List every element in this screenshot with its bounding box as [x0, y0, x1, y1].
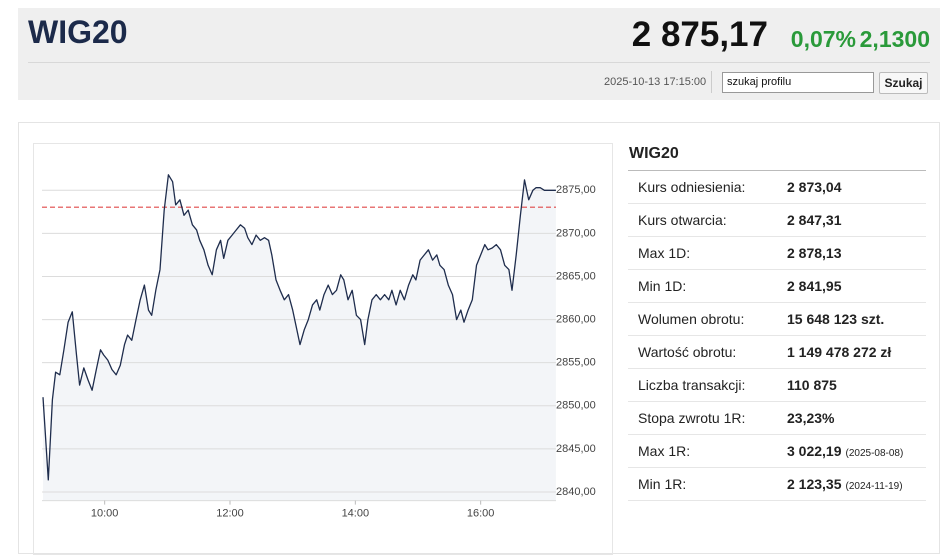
row-value: 1 149 478 272 zł [787, 344, 891, 360]
price: 2 875,17 [631, 15, 768, 54]
value-text: 2 123,35 [787, 476, 842, 492]
row-value: 23,23% [787, 410, 834, 426]
search-input[interactable]: szukaj profilu [722, 72, 874, 93]
y-tick-label: 2875,00 [556, 184, 596, 196]
table-row: Wartość obrotu: 1 149 478 272 zł [628, 336, 926, 369]
datetime: 2025-10-13 17:15:00 [604, 76, 707, 88]
x-tick-label: 16:00 [467, 508, 495, 520]
row-label: Kurs otwarcia: [638, 212, 727, 228]
row-label: Min 1R: [638, 476, 687, 492]
row-value: 2 123,35 (2024-11-19) [787, 476, 903, 492]
row-value: 2 878,13 [787, 245, 842, 261]
separator [711, 71, 712, 93]
row-label: Wartość obrotu: [638, 344, 737, 360]
x-tick-label: 12:00 [216, 508, 244, 520]
table-row: Max 1D: 2 878,13 [628, 237, 926, 270]
y-tick-label: 2840,00 [556, 486, 596, 498]
area [43, 174, 556, 501]
table-row: Stopa zwrotu 1R: 23,23% [628, 402, 926, 435]
chart: 2840,00 2845,00 2850,00 2855,00 2860,00 2865,… [42, 174, 596, 520]
row-label: Max 1R: [638, 443, 691, 459]
index-title: WIG20 [28, 14, 128, 50]
row-label: Stopa zwrotu 1R: [638, 410, 746, 426]
price-line [42, 174, 556, 481]
table-row: Kurs odniesienia: 2 873,04 [628, 171, 926, 204]
row-value: 2 847,31 [787, 212, 842, 228]
value-text: 23,23% [787, 410, 835, 426]
row-label: Liczba transakcji: [638, 377, 746, 393]
x-tick-label: 14:00 [342, 508, 370, 520]
y-tick-label: 2865,00 [556, 270, 596, 282]
separator [28, 62, 930, 63]
table-title: WIG20 [629, 145, 679, 162]
table-row: Min 1D: 2 841,95 [628, 270, 926, 303]
row-label: Kurs odniesienia: [638, 179, 746, 195]
value-text: 2 873,04 [787, 179, 842, 195]
y-tick-label: 2845,00 [556, 443, 596, 455]
change: 2,1300 [859, 26, 930, 52]
table-row: Wolumen obrotu: 15 648 123 szt. [628, 303, 926, 336]
y-tick-label: 2855,00 [556, 357, 596, 369]
search-button[interactable]: Szukaj [879, 72, 928, 94]
table-row: Min 1R: 2 123,35 (2024-11-19) [628, 468, 926, 501]
value-text: 15 648 123 szt. [787, 311, 885, 327]
table-row: Liczba transakcji: 110 875 [628, 369, 926, 402]
y-tick-label: 2870,00 [556, 227, 596, 239]
value-note: (2024-11-19) [845, 481, 903, 492]
row-label: Wolumen obrotu: [638, 311, 745, 327]
value-text: 2 847,31 [787, 212, 842, 228]
y-tick-label: 2860,00 [556, 313, 596, 325]
row-value: 2 873,04 [787, 179, 842, 195]
row-value: 2 841,95 [787, 278, 842, 294]
value-text: 2 878,13 [787, 245, 842, 261]
row-value: 15 648 123 szt. [787, 311, 884, 327]
value-text: 2 841,95 [787, 278, 842, 294]
row-label: Max 1D: [638, 245, 691, 261]
value-text: 1 149 478 272 zł [787, 344, 892, 360]
table-row: Kurs otwarcia: 2 847,31 [628, 204, 926, 237]
value-text: 3 022,19 [787, 443, 842, 459]
row-value: 110 875 [787, 377, 837, 393]
value-note: (2025-08-08) [845, 448, 904, 459]
row-value: 3 022,19 (2025-08-08) [787, 443, 903, 459]
change-pct: 0,07% [790, 26, 856, 52]
x-tick-label: 10:00 [91, 508, 119, 520]
table-row: Max 1R: 3 022,19 (2025-08-08) [628, 435, 926, 468]
row-label: Min 1D: [638, 278, 687, 294]
value-text: 110 875 [787, 377, 837, 393]
separator [628, 170, 926, 171]
page: {"header": {"title": "WIG20", "price": "… [18, 8, 940, 555]
y-tick-label: 2850,00 [556, 400, 596, 412]
